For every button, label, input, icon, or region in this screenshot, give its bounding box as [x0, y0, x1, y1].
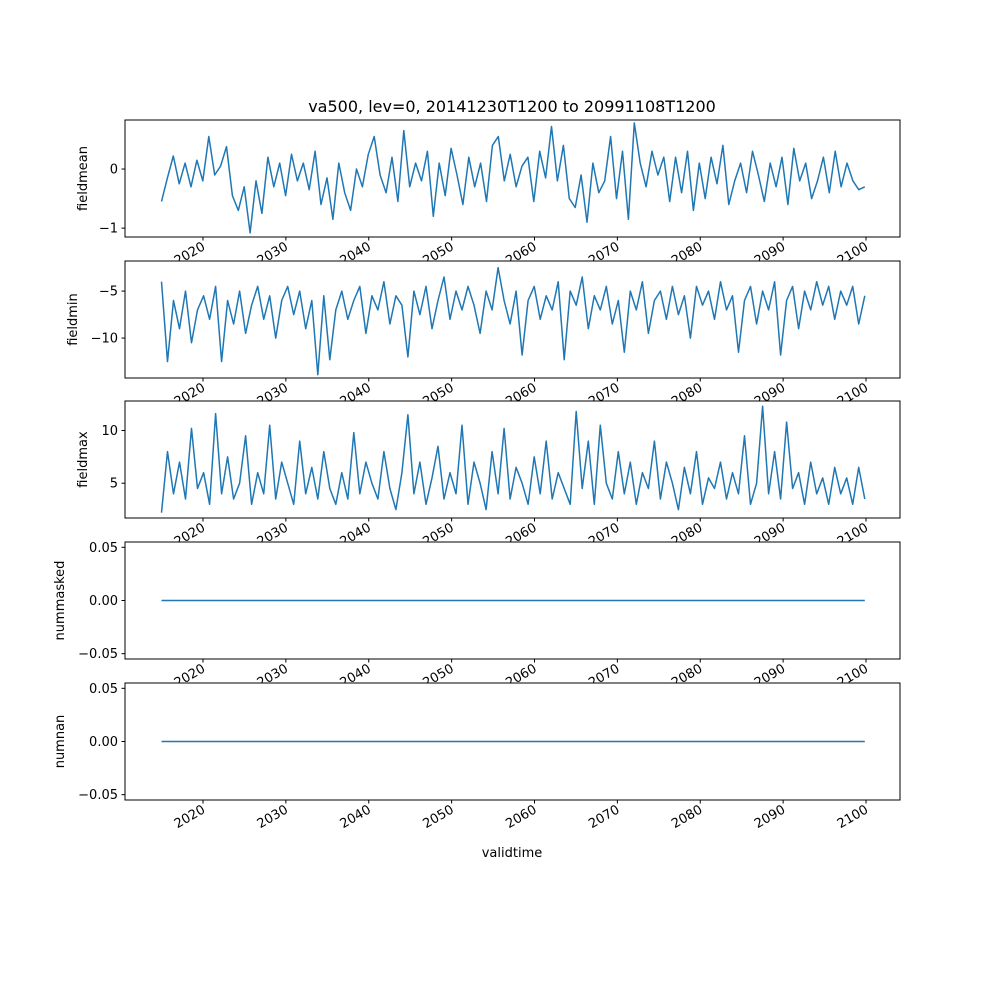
y-tick-label: 0.00	[89, 594, 118, 609]
axes-frame	[124, 119, 901, 238]
y-tick-label: 5	[110, 477, 118, 492]
series-line-fieldmin	[160, 266, 866, 376]
series-line-fieldmean	[160, 122, 866, 234]
y-tick-label: −1	[99, 222, 118, 237]
y-axis-label: fieldmean	[76, 146, 91, 211]
y-tick-label: 10	[101, 424, 118, 439]
axes-frame	[124, 400, 901, 519]
y-tick-label: −0.05	[78, 788, 118, 803]
y-tick-label: 0	[110, 163, 118, 178]
y-tick-label: −0.05	[78, 647, 118, 662]
plot-area	[125, 120, 900, 237]
y-tick-label: −10	[91, 332, 118, 347]
series-line-fieldmax	[160, 405, 866, 513]
y-axis-label: fieldmax	[76, 431, 91, 488]
y-tick-label: 0.05	[89, 682, 118, 697]
plot-area	[125, 401, 900, 518]
x-axis-label: validtime	[482, 846, 543, 861]
y-tick-label: −5	[99, 285, 118, 300]
y-axis-label: numnan	[53, 715, 68, 769]
y-axis-label: fieldmin	[66, 293, 81, 346]
y-axis-label: nummasked	[53, 561, 68, 641]
plot-area	[125, 261, 900, 378]
chart-title: va500, lev=0, 20141230T1200 to 20991108T…	[308, 97, 716, 116]
y-tick-label: 0.00	[89, 735, 118, 750]
y-tick-label: 0.05	[89, 541, 118, 556]
axes-frame	[124, 260, 901, 379]
